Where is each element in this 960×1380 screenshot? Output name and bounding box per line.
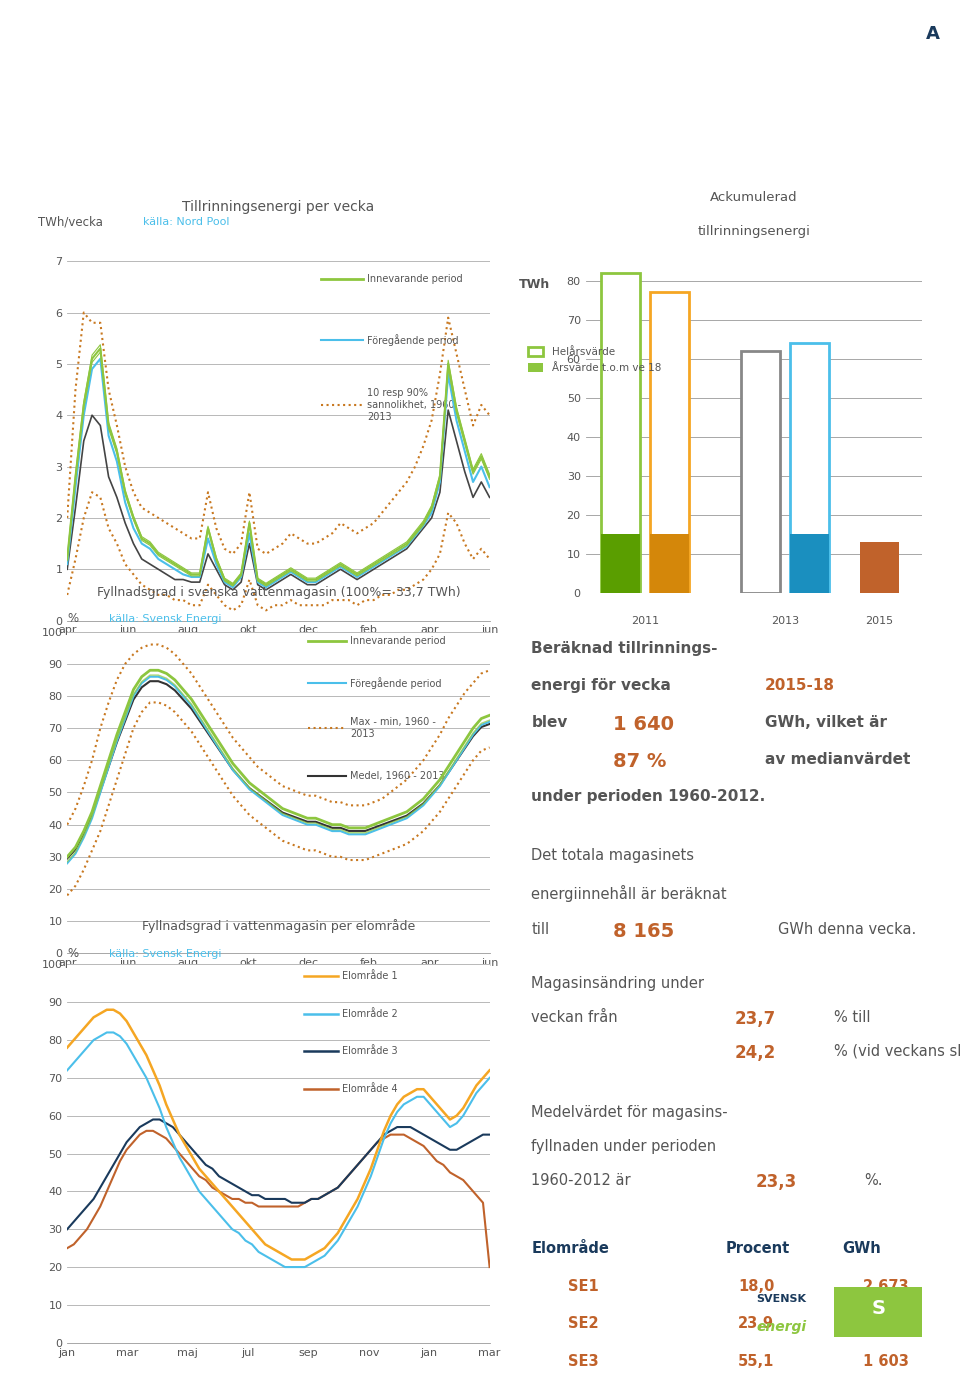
Text: 1 640: 1 640 (613, 715, 675, 734)
Text: veckan från: veckan från (532, 1010, 627, 1025)
Text: Tillrinningsenergi per vecka: Tillrinningsenergi per vecka (182, 200, 374, 214)
Text: GWh: GWh (843, 1242, 881, 1256)
Text: energi: energi (756, 1321, 806, 1334)
Text: 18: 18 (595, 22, 628, 46)
Text: 27 apr - 3 maj år 2015 , version:: 27 apr - 3 maj år 2015 , version: (653, 26, 856, 40)
Text: Elområde 2: Elområde 2 (342, 1009, 397, 1018)
Text: 1 603: 1 603 (863, 1354, 908, 1369)
Text: 23,9: 23,9 (738, 1317, 774, 1332)
Text: %.: %. (864, 1173, 882, 1188)
Bar (650, 534, 689, 593)
Text: SVENSK: SVENSK (756, 1294, 806, 1304)
Text: Ackumulerad: Ackumulerad (709, 192, 798, 204)
Text: 18,0: 18,0 (738, 1279, 774, 1294)
Text: 23,7: 23,7 (734, 1010, 776, 1028)
Text: Vecka: Vecka (518, 25, 574, 43)
Bar (650, 293, 689, 593)
Text: fyllnaden under perioden: fyllnaden under perioden (532, 1138, 716, 1154)
Text: Kraftläget i Sverige
    Vattensituationen: Kraftläget i Sverige Vattensituationen (21, 12, 228, 55)
Text: Elområde: Elområde (532, 1242, 610, 1256)
Text: 2015: 2015 (866, 617, 894, 627)
Text: % (vid veckans slut).: % (vid veckans slut). (833, 1043, 960, 1058)
Text: Upplysningar 08 – 677 25 00: Upplysningar 08 – 677 25 00 (358, 1358, 602, 1372)
Text: 2015-18: 2015-18 (764, 679, 834, 693)
Text: källa: Nord Pool: källa: Nord Pool (143, 217, 229, 228)
Text: SE1: SE1 (567, 1279, 599, 1294)
Text: energi för vecka: energi för vecka (532, 679, 677, 693)
Text: 87 %: 87 % (613, 752, 667, 771)
Text: Medel, 1960 - 2013: Medel, 1960 - 2013 (350, 771, 444, 781)
Text: till: till (532, 922, 549, 937)
Bar (601, 534, 640, 593)
Text: TWh: TWh (518, 277, 550, 291)
Text: %: % (67, 947, 79, 959)
Text: energiinnehåll är beräknat: energiinnehåll är beräknat (532, 886, 727, 903)
Bar (834, 1286, 922, 1336)
Text: källa: Svensk Energi: källa: Svensk Energi (109, 949, 222, 959)
Text: under perioden 1960-2012.: under perioden 1960-2012. (532, 789, 766, 805)
Text: GWh denna vecka.: GWh denna vecka. (778, 922, 916, 937)
Text: Elområde 4: Elområde 4 (342, 1085, 397, 1094)
Text: 1960-2012 är: 1960-2012 är (532, 1173, 640, 1188)
Text: Föregående period: Föregående period (367, 334, 459, 346)
Bar (790, 344, 829, 593)
Text: 55,1: 55,1 (738, 1354, 774, 1369)
Text: Fyllnadsgrad i svenska vattenmagasin (100%= 33,7 TWh): Fyllnadsgrad i svenska vattenmagasin (10… (97, 586, 460, 599)
Text: Innevarande period: Innevarande period (367, 275, 463, 284)
Text: av medianvärdet: av medianvärdet (764, 752, 910, 767)
Text: SE3: SE3 (568, 1354, 598, 1369)
Text: %: % (67, 611, 79, 625)
Text: Beräknad tillrinnings-: Beräknad tillrinnings- (532, 642, 718, 657)
Text: tillrinningsenergi: tillrinningsenergi (697, 225, 810, 237)
Text: Föregående period: Föregående period (350, 678, 442, 689)
Legend: Helårsvärde, Årsvärde t.o.m ve 18: Helårsvärde, Årsvärde t.o.m ve 18 (523, 344, 665, 377)
Text: 2011: 2011 (631, 617, 660, 627)
Text: % till: % till (833, 1010, 871, 1025)
Text: Magasinsändring under: Magasinsändring under (532, 976, 705, 991)
Text: blev: blev (532, 715, 567, 730)
Text: Procent: Procent (726, 1242, 790, 1256)
Text: S: S (872, 1299, 885, 1318)
Text: 2013: 2013 (771, 617, 799, 627)
Bar (860, 542, 900, 593)
Text: 23,3: 23,3 (756, 1173, 797, 1191)
Text: 2 673: 2 673 (863, 1279, 908, 1294)
Text: Innevarande period: Innevarande period (350, 636, 445, 646)
Bar (790, 534, 829, 593)
Text: källa: Svensk Energi: källa: Svensk Energi (109, 614, 222, 624)
Text: 24,2: 24,2 (734, 1043, 776, 1061)
Bar (601, 273, 640, 593)
Text: 10 resp 90%
sannolikhet, 1960 -
2013: 10 resp 90% sannolikhet, 1960 - 2013 (367, 388, 461, 421)
Text: SE2: SE2 (568, 1317, 598, 1332)
Text: Elområde 1: Elområde 1 (342, 970, 397, 981)
Text: 3 752: 3 752 (863, 1317, 908, 1332)
Text: TWh/vecka: TWh/vecka (37, 215, 103, 228)
Text: Elområde 3: Elområde 3 (342, 1046, 397, 1056)
Text: Max - min, 1960 -
2013: Max - min, 1960 - 2013 (350, 718, 436, 738)
Text: GWh, vilket är: GWh, vilket är (764, 715, 887, 730)
Text: Det totala magasinets: Det totala magasinets (532, 849, 694, 864)
Text: 8 165: 8 165 (613, 922, 675, 941)
Text: Fyllnadsgrad i vattenmagasin per elområde: Fyllnadsgrad i vattenmagasin per elområd… (142, 919, 415, 933)
Text: A: A (926, 25, 940, 43)
Text: Medelvärdet för magasins-: Medelvärdet för magasins- (532, 1105, 728, 1121)
Bar (741, 351, 780, 593)
